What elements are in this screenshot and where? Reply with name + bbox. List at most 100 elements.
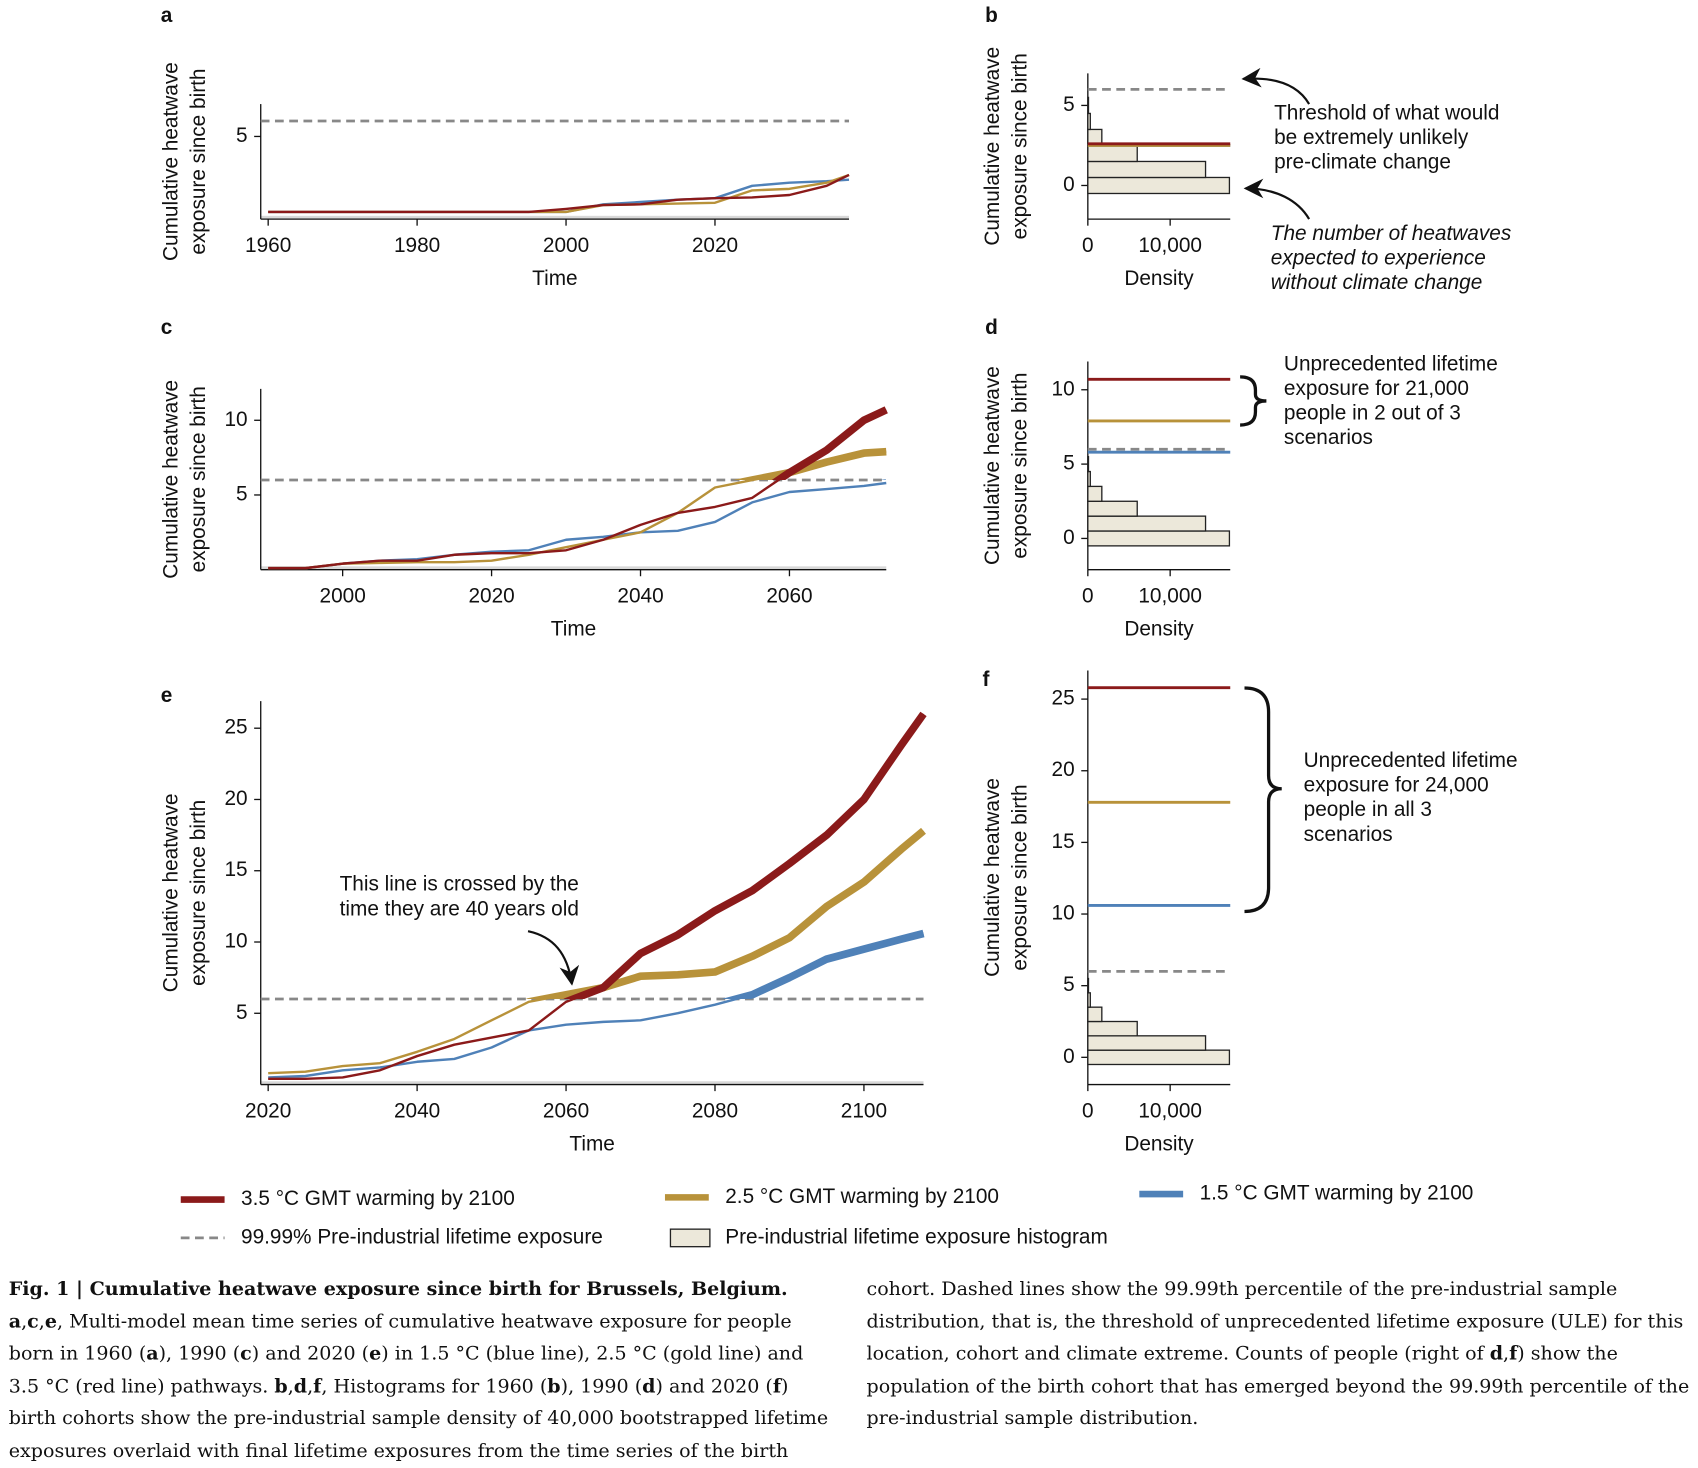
- caption-text: ) and 2020 (: [655, 1375, 773, 1398]
- caption-text: d: [642, 1375, 656, 1398]
- caption-text: f: [1509, 1343, 1518, 1365]
- y-tick-label: 25: [224, 716, 247, 739]
- series-line-above-threshold: [879, 479, 886, 481]
- caption-text: ,: [21, 1310, 28, 1333]
- y-axis-label: Cumulative heatwave: [981, 47, 1004, 246]
- histogram-bar: [1087, 1020, 1138, 1037]
- y-tick-label: 5: [1063, 452, 1075, 475]
- annotation-arrow: [1241, 67, 1311, 105]
- series-line-above-threshold: [563, 711, 927, 1000]
- y-tick-label: 0: [1063, 1045, 1075, 1068]
- histogram-bar: [1087, 176, 1231, 195]
- histogram-bar: [1087, 1006, 1103, 1023]
- caption-text: e: [369, 1343, 382, 1365]
- series-line-above-threshold: [268, 175, 849, 212]
- brace: [1240, 375, 1267, 427]
- x-tick-label: 2060: [543, 1099, 589, 1122]
- histogram-bar: [1087, 977, 1090, 994]
- caption-text: ,: [1503, 1343, 1510, 1365]
- caption-text: , Multi-model mean time series of cumula…: [8, 1310, 792, 1365]
- x-tick-label: 2020: [245, 1099, 291, 1122]
- series-line: [268, 829, 925, 1075]
- legend-label: 3.5 °C GMT warming by 2100: [241, 1187, 515, 1210]
- caption-text: a: [8, 1310, 22, 1333]
- annotation: The number of heatwaves: [1271, 222, 1511, 245]
- y-tick-label: 20: [224, 787, 247, 810]
- ground-band: [260, 566, 887, 570]
- histogram-bar: [1087, 160, 1207, 179]
- x-tick-label: 1980: [394, 234, 440, 257]
- histogram-bar: [1087, 500, 1138, 517]
- y-axis-label: exposure since birth: [187, 800, 210, 986]
- y-tick-label: 5: [1063, 973, 1075, 996]
- panel-label: b: [985, 4, 998, 27]
- caption-text: ), 1990 (: [158, 1343, 241, 1365]
- annotation: Unprecedented lifetime: [1304, 749, 1518, 772]
- panel-label: a: [161, 4, 173, 27]
- histogram-bar: [1087, 1049, 1231, 1066]
- y-tick-label: 5: [236, 1001, 248, 1024]
- x-axis-label: Density: [1124, 1132, 1194, 1155]
- caption-text: ) birth cohorts show the pre-industrial …: [8, 1278, 1684, 1462]
- histogram-bar: [1087, 515, 1207, 532]
- caption-text: ) and 2020 (: [251, 1343, 370, 1365]
- annotation-arrow: [1243, 178, 1311, 220]
- series-line-above-threshold: [771, 406, 888, 481]
- annotation: exposure for 24,000: [1304, 774, 1489, 797]
- legend-label: 99.99% Pre-industrial lifetime exposure: [241, 1225, 603, 1248]
- x-axis-label: Density: [1124, 267, 1194, 290]
- x-tick-label: 10,000: [1138, 585, 1202, 608]
- histogram-bar: [1087, 96, 1090, 115]
- annotation: pre-climate change: [1274, 151, 1451, 174]
- x-axis-label: Time: [551, 617, 596, 640]
- caption-text: d: [293, 1375, 308, 1398]
- y-axis-label: Cumulative heatwave: [981, 778, 1004, 977]
- annotation-arrow: [527, 930, 580, 986]
- y-tick-label: 5: [236, 482, 248, 505]
- x-tick-label: 1960: [245, 234, 291, 257]
- caption-text: f: [772, 1375, 782, 1398]
- series-line-above-threshold: [721, 929, 925, 1000]
- y-tick-label: 15: [1052, 830, 1075, 853]
- caption-text: b: [274, 1375, 288, 1398]
- series-line: [268, 481, 887, 570]
- series-line-above-threshold: [525, 827, 926, 1000]
- brace: [1244, 686, 1282, 914]
- annotation: time they are 40 years old: [340, 897, 579, 920]
- chart: a Cumulative heatwave exposure since birth…: [159, 4, 1518, 1248]
- y-tick-label: 5: [1063, 93, 1075, 116]
- y-tick-label: 10: [224, 930, 247, 953]
- panel-label: c: [161, 316, 173, 339]
- caption-title: Fig. 1 | Cumulative heatwave exposure si…: [8, 1278, 788, 1301]
- caption-text: ) in 1.5 °C (blue line), 2.5 °C (gold li…: [8, 1343, 804, 1398]
- x-tick-label: 2060: [766, 585, 812, 608]
- annotation: be extremely unlikely: [1274, 126, 1469, 149]
- caption-text: d: [1489, 1343, 1504, 1365]
- y-axis-label: Cumulative heatwave: [981, 366, 1004, 565]
- caption-text: ,: [287, 1375, 294, 1398]
- annotation: scenarios: [1304, 823, 1393, 846]
- legend-label: 1.5 °C GMT warming by 2100: [1200, 1182, 1474, 1205]
- x-tick-label: 10,000: [1138, 234, 1202, 257]
- x-tick-label: 2040: [394, 1099, 440, 1122]
- caption-text: c: [240, 1343, 252, 1365]
- ground-band: [260, 1081, 924, 1085]
- legend-label: Pre-industrial lifetime exposure histogr…: [725, 1225, 1108, 1248]
- y-tick-label: 20: [1052, 758, 1075, 781]
- caption-text: ,: [38, 1310, 45, 1333]
- caption-text: , Histograms for 1960 (: [321, 1375, 548, 1398]
- y-tick-label: 0: [1063, 526, 1075, 549]
- x-tick-label: 0: [1082, 1099, 1094, 1122]
- x-tick-label: 10,000: [1138, 1099, 1202, 1122]
- histogram-bar: [1087, 456, 1090, 473]
- x-tick-label: 2080: [692, 1099, 738, 1122]
- histogram-bar: [1087, 530, 1231, 547]
- caption: Fig. 1 | Cumulative heatwave exposure si…: [9, 1274, 1692, 1468]
- x-tick-label: 0: [1082, 234, 1094, 257]
- annotation: scenarios: [1284, 426, 1373, 449]
- x-tick-label: 2020: [692, 234, 738, 257]
- histogram-bar: [1087, 144, 1138, 163]
- legend-swatch: [669, 1228, 711, 1248]
- legend-label: 2.5 °C GMT warming by 2100: [725, 1185, 999, 1208]
